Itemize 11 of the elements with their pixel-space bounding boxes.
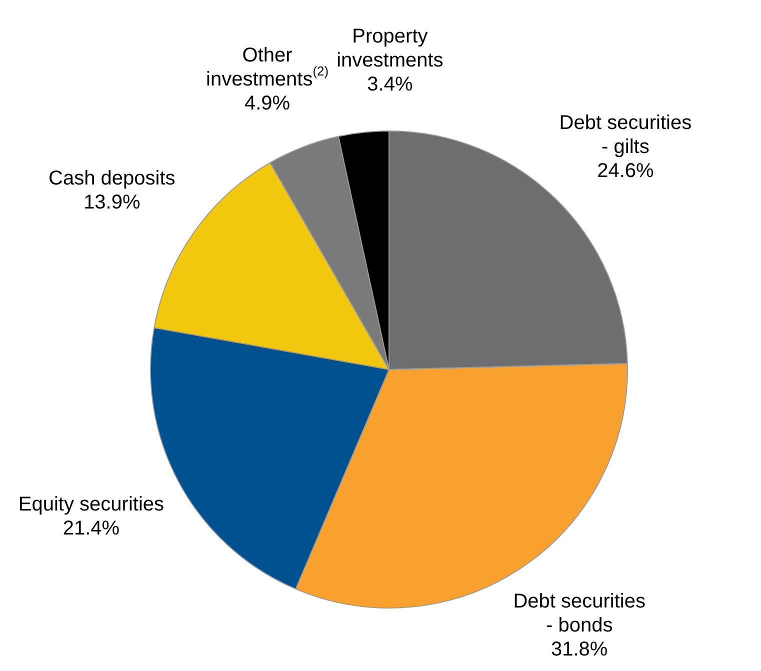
slice-label: Debt securities - bonds <box>513 590 646 636</box>
slice-label: Equity securities <box>18 494 164 516</box>
data-label: 4.9% <box>244 92 290 115</box>
slice-label: Debt securities - gilts <box>559 112 692 158</box>
data-label: 31.8% <box>551 638 608 660</box>
data-label: 24.6% <box>597 160 654 182</box>
data-label: 21.4% <box>62 518 120 540</box>
slice-label: Cash deposits <box>48 168 176 190</box>
slice-label: Property investments <box>336 26 444 72</box>
data-label: 13.9% <box>84 192 140 214</box>
data-label: 3.4% <box>367 74 413 96</box>
